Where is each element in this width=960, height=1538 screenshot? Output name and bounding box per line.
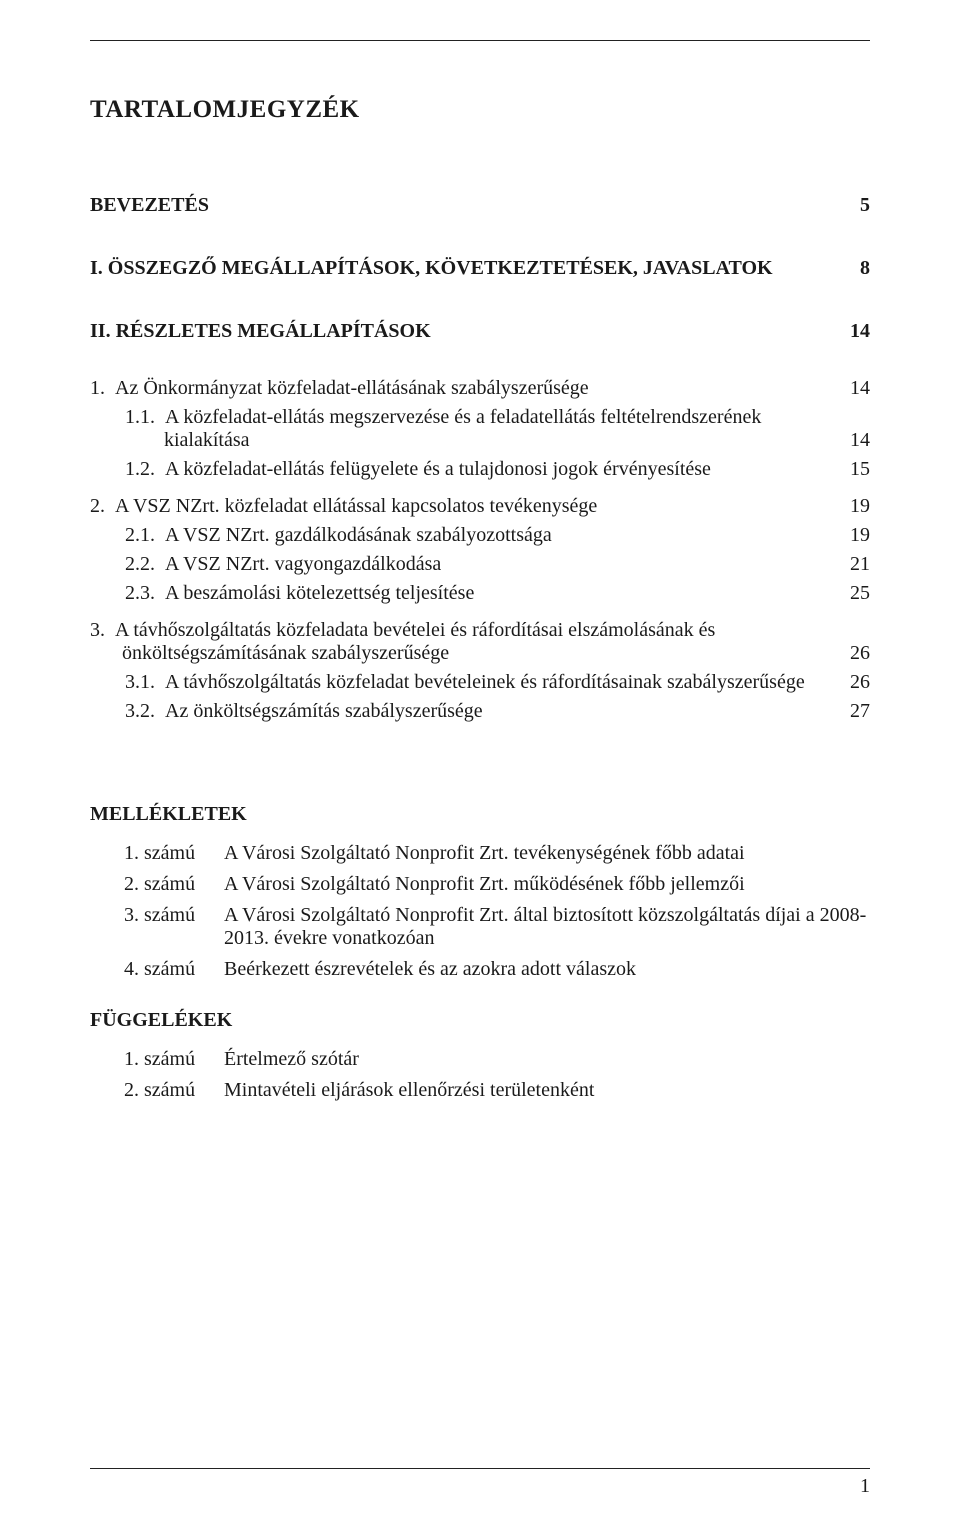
page-title: TARTALOMJEGYZÉK	[90, 96, 870, 124]
top-rule	[90, 40, 870, 41]
toc-entry-2-2: 2.2. A VSZ NZrt. vagyongazdálkodása 21	[90, 553, 870, 576]
attach-num: 3. számú	[124, 904, 224, 927]
toc-page: 14	[840, 320, 870, 343]
toc-num: 2.1.	[125, 524, 155, 546]
toc-num: 1.	[90, 377, 105, 399]
toc-page: 26	[840, 642, 870, 665]
toc-page: 27	[840, 700, 870, 723]
toc-label: 2.3. A beszámolási kötelezettség teljesí…	[164, 582, 840, 605]
toc-entry-3-2: 3.2. Az önköltségszámítás szabályszerűsé…	[90, 700, 870, 723]
toc-page: 14	[840, 377, 870, 400]
toc-num: 2.2.	[125, 553, 155, 575]
toc-text: Az önköltségszámítás szabályszerűsége	[165, 700, 483, 722]
toc-text: A közfeladat-ellátás megszervezése és a …	[164, 406, 761, 451]
attach-text: Beérkezett észrevételek és az azokra ado…	[224, 958, 870, 981]
mellekletek-heading: MELLÉKLETEK	[90, 803, 870, 826]
toc-num: 3.2.	[125, 700, 155, 722]
bottom-rule	[90, 1468, 870, 1469]
toc-entry-2-1: 2.1. A VSZ NZrt. gazdálkodásának szabály…	[90, 524, 870, 547]
fuggelekek-heading: FÜGGELÉKEK	[90, 1009, 870, 1032]
toc-page: 15	[840, 458, 870, 481]
toc-entry-2-3: 2.3. A beszámolási kötelezettség teljesí…	[90, 582, 870, 605]
toc-bevezetes: BEVEZETÉS 5	[90, 194, 870, 237]
toc-page: 19	[840, 524, 870, 547]
toc-text: Az Önkormányzat közfeladat-ellátásának s…	[115, 377, 589, 399]
toc-page: 25	[840, 582, 870, 605]
toc-page: 21	[840, 553, 870, 576]
toc-label: 1.1. A közfeladat-ellátás megszervezése …	[164, 406, 840, 452]
toc-text: A beszámolási kötelezettség teljesítése	[165, 582, 474, 604]
toc-label: 3.1. A távhőszolgáltatás közfeladat bevé…	[164, 671, 840, 694]
toc-section-1: I. ÖSSZEGZŐ MEGÁLLAPÍTÁSOK, KÖVETKEZTETÉ…	[90, 257, 870, 300]
toc-label: 3.2. Az önköltségszámítás szabályszerűsé…	[164, 700, 840, 723]
mellekletek-row: 4. számú Beérkezett észrevételek és az a…	[90, 958, 870, 981]
toc-entry-3-1: 3.1. A távhőszolgáltatás közfeladat bevé…	[90, 671, 870, 694]
toc-num: 3.	[90, 619, 105, 641]
toc-page: 26	[840, 671, 870, 694]
toc-label: 2. A VSZ NZrt. közfeladat ellátással kap…	[90, 495, 840, 518]
toc-label: 1. Az Önkormányzat közfeladat-ellátásána…	[90, 377, 840, 400]
attach-text: A Városi Szolgáltató Nonprofit Zrt. tevé…	[224, 842, 870, 865]
toc-text: A VSZ NZrt. közfeladat ellátással kapcso…	[115, 495, 597, 517]
toc-entry-2: 2. A VSZ NZrt. közfeladat ellátással kap…	[90, 495, 870, 518]
toc-label: 2.1. A VSZ NZrt. gazdálkodásának szabály…	[164, 524, 840, 547]
mellekletek-row: 2. számú A Városi Szolgáltató Nonprofit …	[90, 873, 870, 896]
toc-label: I. ÖSSZEGZŐ MEGÁLLAPÍTÁSOK, KÖVETKEZTETÉ…	[90, 257, 840, 280]
page-number: 1	[90, 1475, 870, 1498]
toc-label: 3. A távhőszolgáltatás közfeladata bevét…	[90, 619, 840, 665]
toc-text: A VSZ NZrt. vagyongazdálkodása	[165, 553, 441, 575]
page-footer: 1	[90, 1468, 870, 1498]
toc-page: 14	[840, 429, 870, 452]
toc-label: 2.2. A VSZ NZrt. vagyongazdálkodása	[164, 553, 840, 576]
attach-text: Értelmező szótár	[224, 1048, 870, 1071]
attach-num: 2. számú	[124, 873, 224, 896]
mellekletek-row: 3. számú A Városi Szolgáltató Nonprofit …	[90, 904, 870, 950]
toc-page: 19	[840, 495, 870, 518]
attach-text: A Városi Szolgáltató Nonprofit Zrt. álta…	[224, 904, 870, 950]
toc-text: A közfeladat-ellátás felügyelete és a tu…	[165, 458, 711, 480]
toc-label: 1.2. A közfeladat-ellátás felügyelete és…	[164, 458, 840, 481]
toc-entry-1-2: 1.2. A közfeladat-ellátás felügyelete és…	[90, 458, 870, 481]
toc-entry-1: 1. Az Önkormányzat közfeladat-ellátásána…	[90, 377, 870, 400]
toc-section-2: II. RÉSZLETES MEGÁLLAPÍTÁSOK 14	[90, 320, 870, 363]
fuggelekek-row: 1. számú Értelmező szótár	[90, 1048, 870, 1071]
attach-num: 1. számú	[124, 1048, 224, 1071]
attach-text: Mintavételi eljárások ellenőrzési terüle…	[224, 1079, 870, 1102]
toc-text: A távhőszolgáltatás közfeladat bevételei…	[165, 671, 805, 693]
toc-num: 1.1.	[125, 406, 155, 428]
toc-entry-1-1: 1.1. A közfeladat-ellátás megszervezése …	[90, 406, 870, 452]
fuggelekek-row: 2. számú Mintavételi eljárások ellenőrzé…	[90, 1079, 870, 1102]
attach-text: A Városi Szolgáltató Nonprofit Zrt. műkö…	[224, 873, 870, 896]
toc-num: 1.2.	[125, 458, 155, 480]
toc-text: A távhőszolgáltatás közfeladata bevétele…	[115, 619, 715, 664]
toc-num: 2.3.	[125, 582, 155, 604]
toc-page: 8	[840, 257, 870, 280]
attach-num: 1. számú	[124, 842, 224, 865]
attach-num: 2. számú	[124, 1079, 224, 1102]
toc-num: 2.	[90, 495, 105, 517]
toc-label: BEVEZETÉS	[90, 194, 840, 217]
toc-label: II. RÉSZLETES MEGÁLLAPÍTÁSOK	[90, 320, 840, 343]
toc-num: 3.1.	[125, 671, 155, 693]
attach-num: 4. számú	[124, 958, 224, 981]
mellekletek-row: 1. számú A Városi Szolgáltató Nonprofit …	[90, 842, 870, 865]
toc-page: 5	[840, 194, 870, 217]
toc-text: A VSZ NZrt. gazdálkodásának szabályozott…	[165, 524, 552, 546]
toc-entry-3: 3. A távhőszolgáltatás közfeladata bevét…	[90, 619, 870, 665]
